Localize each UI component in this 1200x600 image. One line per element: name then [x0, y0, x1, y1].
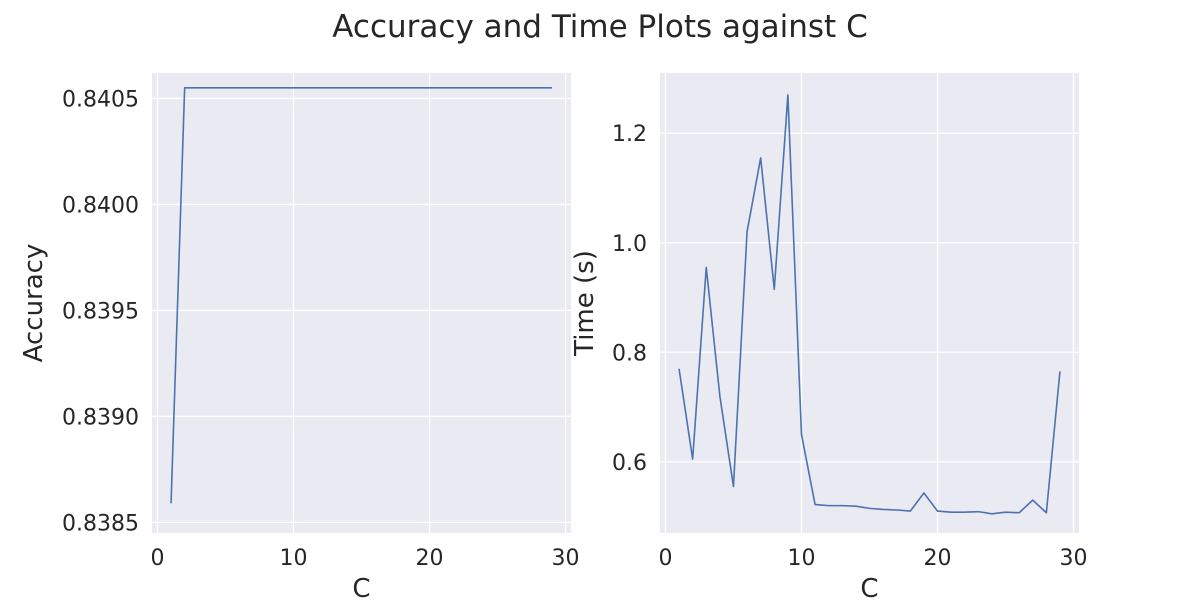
accuracy-x-tick-label-0: 0 — [150, 546, 164, 571]
accuracy-y-axis-label: Accuracy — [19, 244, 49, 363]
time-x-tick-label-0: 0 — [658, 546, 672, 571]
time-y-tick-label-3: 1.2 — [612, 122, 647, 147]
time-y-tick-label-1: 0.8 — [612, 341, 647, 366]
time-x-axis-label: C — [860, 574, 878, 600]
accuracy-x-axis-label: C — [352, 574, 370, 600]
time-y-tick-label-2: 1.0 — [612, 232, 647, 257]
accuracy-x-tick-label-2: 20 — [416, 546, 444, 571]
accuracy-x-tick-label-3: 30 — [552, 546, 580, 571]
time-x-tick-label-1: 10 — [787, 546, 815, 571]
accuracy-y-tick-label-1: 0.8390 — [62, 405, 139, 430]
accuracy-chart: 0 10 20 30 0.8385 0.8390 0.8395 0.8400 0.8405 C Ac… — [19, 73, 580, 600]
accuracy-y-tick-label-0: 0.8385 — [62, 511, 139, 536]
accuracy-x-tick-label-1: 10 — [279, 546, 307, 571]
accuracy-y-tick-label-3: 0.8400 — [62, 193, 139, 218]
time-chart: 0 10 20 30 0.6 0.8 1.0 1.2 C Time (s) — [570, 73, 1088, 600]
time-x-tick-label-2: 20 — [924, 546, 952, 571]
accuracy-y-tick-label-4: 0.8405 — [62, 87, 139, 112]
accuracy-series-line-0 — [170, 87, 552, 504]
accuracy-plot-area — [152, 73, 571, 533]
accuracy-y-tick-label-2: 0.8395 — [62, 299, 139, 324]
time-y-axis-label: Time (s) — [570, 250, 600, 357]
time-y-tick-label-0: 0.6 — [612, 451, 647, 476]
figure-title: Accuracy and Time Plots against C — [332, 9, 867, 45]
time-plot-area — [660, 73, 1079, 533]
time-series-line-0 — [678, 94, 1061, 515]
time-x-tick-label-3: 30 — [1060, 546, 1088, 571]
